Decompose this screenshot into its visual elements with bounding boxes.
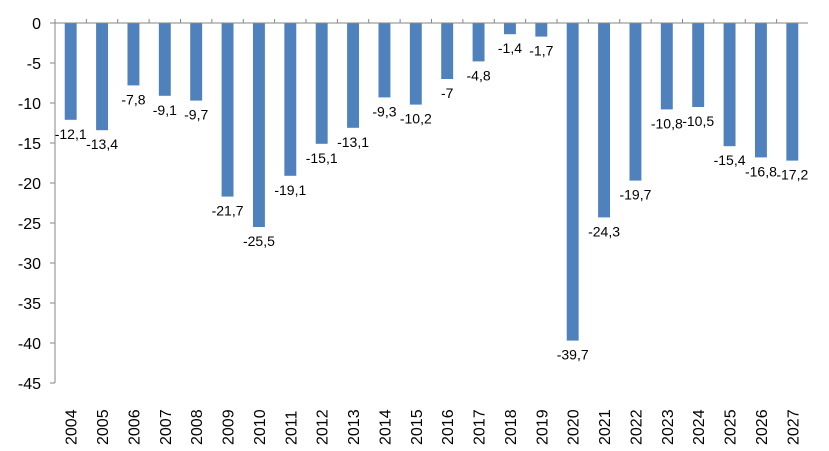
bar [315,23,328,144]
x-tick-label: 2015 [409,409,426,445]
x-axis: 2004 2005 2006 2007 2008 2009 2010 2011 2012 2013… [54,19,802,445]
x-tick-label: 2027 [785,409,802,445]
x-tick-label: 2009 [221,409,238,445]
bar [252,23,265,227]
x-tick-label: 2011 [283,410,300,445]
data-label: -17,2 [776,167,808,183]
data-label: -10,2 [400,111,432,127]
bar [441,23,454,79]
y-tick-label: -10 [18,96,41,113]
x-tick-label: 2024 [691,409,708,445]
data-label: -7,8 [121,91,145,107]
bar [96,23,109,131]
y-tick-label: -5 [27,56,41,73]
bar [535,23,548,37]
x-tick-label: 2014 [377,409,394,445]
data-label: -9,7 [184,107,208,123]
y-tick-label: -20 [18,176,41,193]
data-label: -1,4 [498,40,522,56]
data-label: -9,1 [153,102,177,118]
data-label: -9,3 [372,103,396,119]
data-labels: -12,1-13,4-7,8-9,1 -9,7-21,7-25,5-19,1-15… [55,40,809,362]
data-label: -25,5 [243,233,275,249]
x-tick-label: 2006 [126,409,143,445]
data-label: -19,7 [619,187,651,203]
bar [221,23,234,197]
x-tick-label: 2012 [315,409,332,445]
bar [127,23,140,86]
x-tick-label: 2023 [660,409,677,445]
x-tick-label: 2020 [566,409,583,445]
bar [190,23,203,101]
y-tick-label: -15 [18,136,41,153]
y-tick-label: -40 [18,336,41,353]
bar [378,23,391,98]
bar [723,23,736,147]
x-tick-label: 2008 [189,409,206,445]
data-label: -39,7 [557,347,589,363]
x-tick-label: 2013 [346,409,363,445]
bar [598,23,611,218]
data-label: -10,8 [651,115,683,131]
x-tick-label: 2021 [597,409,614,445]
bar [472,23,485,62]
x-tick-label: 2007 [158,409,175,445]
bar [347,23,360,128]
data-label: -15,1 [306,150,338,166]
y-tick-label: -35 [18,296,41,313]
data-label: -13,1 [337,134,369,150]
bar [284,23,297,176]
x-tick-label: 2016 [440,409,457,445]
x-tick-label: 2017 [472,409,489,445]
y-axis: 0 -5 -10 -15 -20 -25 -30 -35 -40 -45 [18,16,55,393]
x-tick-label: 2004 [64,409,81,445]
bar [566,23,579,341]
data-label: -10,5 [682,113,714,129]
data-label: -24,3 [588,223,620,239]
y-tick-label: -45 [18,376,41,393]
data-label: -15,4 [714,152,746,168]
data-label: -19,1 [274,182,306,198]
bar [503,23,516,35]
x-tick-label: 2010 [252,409,269,445]
data-label: -1,7 [529,43,553,59]
bar [629,23,642,181]
x-tick-label: 2022 [628,409,645,445]
x-tick-label: 2026 [754,409,771,445]
y-tick-label: -30 [18,256,41,273]
x-tick-label: 2025 [723,409,740,445]
bar [158,23,171,96]
bar [409,23,422,105]
x-tick-label: 2019 [534,409,551,445]
data-label: -7 [441,85,454,101]
x-tick-label: 2005 [95,409,112,445]
bar [64,23,77,120]
x-tick-label: 2018 [503,409,520,445]
bar [754,23,767,158]
data-label: -13,4 [86,136,118,152]
y-tick-label: -25 [18,216,41,233]
bar-series [64,23,799,341]
bar [786,23,799,161]
bar [692,23,705,107]
bar [660,23,673,110]
data-label: -16,8 [745,163,777,179]
data-label: -21,7 [212,203,244,219]
data-label: -4,8 [467,67,491,83]
data-label: -12,1 [55,126,87,142]
y-tick-label: 0 [32,16,41,33]
